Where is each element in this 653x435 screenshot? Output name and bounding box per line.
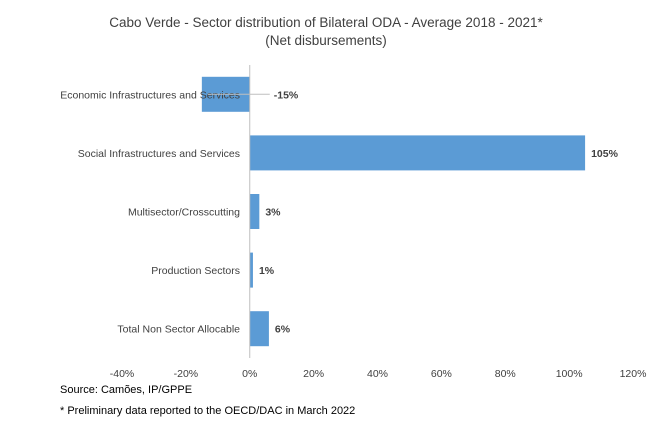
source-note: Source: Camões, IP/GPPE <box>60 384 193 396</box>
chart-subtitle: (Net disbursements) <box>265 33 387 48</box>
data-label-2: 3% <box>265 207 281 219</box>
bar-2 <box>249 194 260 229</box>
bar-1 <box>249 135 586 171</box>
bar-4 <box>249 311 269 347</box>
data-label-1: 105% <box>591 148 619 160</box>
category-label-0: Economic Infrastructures and Services <box>60 89 240 101</box>
data-label-0: -15% <box>274 89 299 101</box>
footnote: * Preliminary data reported to the OECD/… <box>60 405 356 417</box>
x-tick-label-0: -40% <box>110 368 135 380</box>
labels-layer: Economic Infrastructures and Services -15… <box>60 89 618 335</box>
x-tick-label-4: 40% <box>367 368 388 380</box>
x-tick-label-1: -20% <box>174 368 199 380</box>
x-tick-label-3: 20% <box>303 368 324 380</box>
x-tick-label-7: 100% <box>556 368 583 380</box>
x-axis-ticks: -40% -20% 0% 20% 40% 60% 80% 100% 120% <box>110 368 647 380</box>
bars-layer <box>201 76 586 347</box>
chart-title: Cabo Verde - Sector distribution of Bila… <box>109 15 543 30</box>
x-tick-label-8: 120% <box>620 368 647 380</box>
bar-3 <box>249 252 253 288</box>
category-label-1: Social Infrastructures and Services <box>78 148 240 160</box>
x-tick-label-5: 60% <box>431 368 452 380</box>
x-tick-label-2: 0% <box>242 368 257 380</box>
category-label-2: Multisector/Crosscutting <box>128 207 240 219</box>
data-label-4: 6% <box>275 324 291 336</box>
category-label-4: Total Non Sector Allocable <box>117 324 240 336</box>
x-tick-label-6: 80% <box>495 368 516 380</box>
category-label-3: Production Sectors <box>151 265 240 277</box>
data-label-3: 1% <box>259 265 275 277</box>
